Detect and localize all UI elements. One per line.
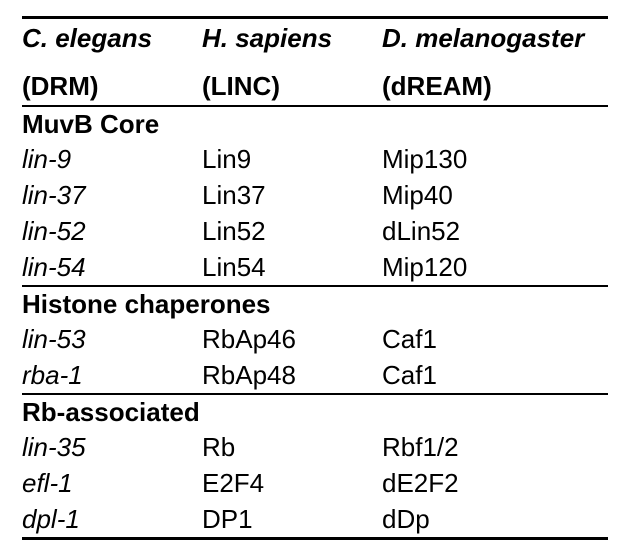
cell-c-elegans: lin-54 [22, 254, 202, 280]
cell-c-elegans: efl-1 [22, 470, 202, 496]
cell-d-melanogaster: Mip130 [382, 146, 467, 172]
table-row: dpl-1 DP1 dDp [22, 501, 608, 537]
header-row-complex: (DRM) (LINC) (dREAM) [22, 73, 608, 105]
cell-h-sapiens: RbAp48 [202, 362, 382, 388]
cell-d-melanogaster: dLin52 [382, 218, 460, 244]
cell-h-sapiens: Lin37 [202, 182, 382, 208]
cell-c-elegans: lin-53 [22, 326, 202, 352]
section-title-label: Histone chaperones [22, 291, 271, 317]
table-row: rba-1 RbAp48 Caf1 [22, 357, 608, 393]
col-header-species-1: C. elegans [22, 25, 202, 51]
table-row: lin-53 RbAp46 Caf1 [22, 321, 608, 357]
section-title-muvb-core: MuvB Core [22, 107, 608, 141]
cell-h-sapiens: E2F4 [202, 470, 382, 496]
bottom-rule [22, 537, 608, 540]
col-header-species-2: H. sapiens [202, 25, 382, 51]
cell-d-melanogaster: Caf1 [382, 362, 437, 388]
header-row-species: C. elegans H. sapiens D. melanogaster [22, 19, 608, 73]
section-title-label: MuvB Core [22, 111, 159, 137]
cell-h-sapiens: Lin9 [202, 146, 382, 172]
cell-h-sapiens: DP1 [202, 506, 382, 532]
table-row: lin-35 Rb Rbf1/2 [22, 429, 608, 465]
cell-d-melanogaster: Caf1 [382, 326, 437, 352]
section-title-label: Rb-associated [22, 399, 200, 425]
col-header-complex-1: (DRM) [22, 73, 202, 99]
col-header-species-3: D. melanogaster [382, 25, 584, 51]
cell-c-elegans: lin-37 [22, 182, 202, 208]
cell-h-sapiens: Rb [202, 434, 382, 460]
table-row: lin-37 Lin37 Mip40 [22, 177, 608, 213]
cell-h-sapiens: RbAp46 [202, 326, 382, 352]
table-row: lin-54 Lin54 Mip120 [22, 249, 608, 285]
col-header-complex-3: (dREAM) [382, 73, 492, 99]
table-row: lin-9 Lin9 Mip130 [22, 141, 608, 177]
cell-d-melanogaster: Mip120 [382, 254, 467, 280]
section-title-rb-associated: Rb-associated [22, 395, 608, 429]
cell-d-melanogaster: Mip40 [382, 182, 453, 208]
cell-d-melanogaster: Rbf1/2 [382, 434, 459, 460]
cell-c-elegans: lin-35 [22, 434, 202, 460]
cell-c-elegans: rba-1 [22, 362, 202, 388]
cell-h-sapiens: Lin54 [202, 254, 382, 280]
cell-c-elegans: dpl-1 [22, 506, 202, 532]
cell-c-elegans: lin-9 [22, 146, 202, 172]
section-title-histone-chaperones: Histone chaperones [22, 287, 608, 321]
table-row: lin-52 Lin52 dLin52 [22, 213, 608, 249]
ortholog-table: C. elegans H. sapiens D. melanogaster (D… [0, 0, 630, 548]
cell-c-elegans: lin-52 [22, 218, 202, 244]
table-row: efl-1 E2F4 dE2F2 [22, 465, 608, 501]
cell-h-sapiens: Lin52 [202, 218, 382, 244]
cell-d-melanogaster: dE2F2 [382, 470, 459, 496]
col-header-complex-2: (LINC) [202, 73, 382, 99]
cell-d-melanogaster: dDp [382, 506, 430, 532]
